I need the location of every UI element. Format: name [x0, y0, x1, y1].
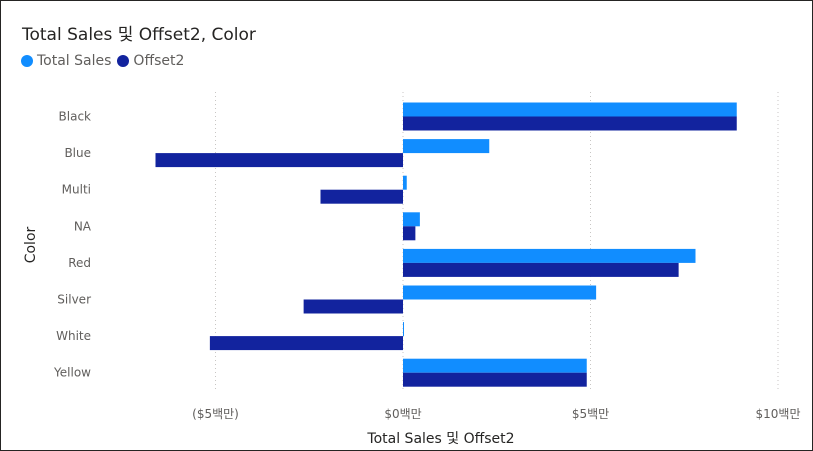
legend-item-total-sales[interactable]: Total Sales — [21, 53, 111, 69]
y-tick-label-multi: Multi — [62, 183, 91, 197]
y-tick-label-silver: Silver — [57, 293, 91, 307]
y-tick-label-yellow: Yellow — [53, 366, 91, 380]
legend-item-offset2[interactable]: Offset2 — [117, 53, 184, 69]
bar-total-sales-silver[interactable] — [403, 285, 597, 300]
y-tick-label-blue: Blue — [64, 146, 91, 160]
bar-total-sales-black[interactable] — [403, 102, 737, 117]
y-tick-label-na: NA — [74, 219, 92, 233]
y-axis-labels: Black Blue Multi NA Red Silver White Yellow — [53, 110, 92, 380]
bar-total-sales-blue[interactable] — [403, 139, 490, 154]
bar-offset2-black[interactable] — [403, 116, 737, 131]
legend-dot-offset2 — [117, 55, 130, 67]
bars — [155, 102, 737, 387]
bar-total-sales-white[interactable] — [403, 322, 404, 337]
bar-offset2-white[interactable] — [209, 336, 403, 351]
chart-title: Total Sales 및 Offset2, Color — [22, 25, 256, 45]
y-tick-label-black: Black — [59, 110, 92, 124]
chart-legend: Total Sales Offset2 — [21, 53, 190, 69]
legend-label-offset2: Offset2 — [133, 53, 185, 69]
x-tick-label-0: ($5백만) — [192, 407, 239, 421]
bar-offset2-silver[interactable] — [303, 299, 403, 314]
bar-offset2-multi[interactable] — [320, 189, 404, 204]
y-axis-title: Color — [23, 226, 39, 263]
bar-total-sales-multi[interactable] — [403, 175, 407, 190]
bar-total-sales-na[interactable] — [403, 212, 420, 227]
legend-dot-total-sales — [21, 55, 33, 67]
x-tick-label-3: $10백만 — [756, 407, 801, 421]
bar-total-sales-red[interactable] — [403, 248, 696, 263]
bar-offset2-blue[interactable] — [155, 153, 404, 168]
x-axis-title: Total Sales 및 Offset2 — [366, 431, 514, 447]
bar-total-sales-yellow[interactable] — [403, 358, 587, 373]
bar-offset2-na[interactable] — [403, 226, 416, 241]
bar-offset2-yellow[interactable] — [403, 372, 587, 387]
bar-offset2-red[interactable] — [403, 262, 679, 277]
x-axis-labels: ($5백만) $0백만 $5백만 $10백만 — [192, 407, 800, 421]
x-tick-label-2: $5백만 — [572, 407, 609, 421]
y-tick-label-white: White — [56, 329, 91, 343]
x-tick-label-1: $0백만 — [384, 407, 421, 421]
legend-label-total-sales: Total Sales — [37, 53, 112, 69]
y-tick-label-red: Red — [68, 256, 91, 270]
